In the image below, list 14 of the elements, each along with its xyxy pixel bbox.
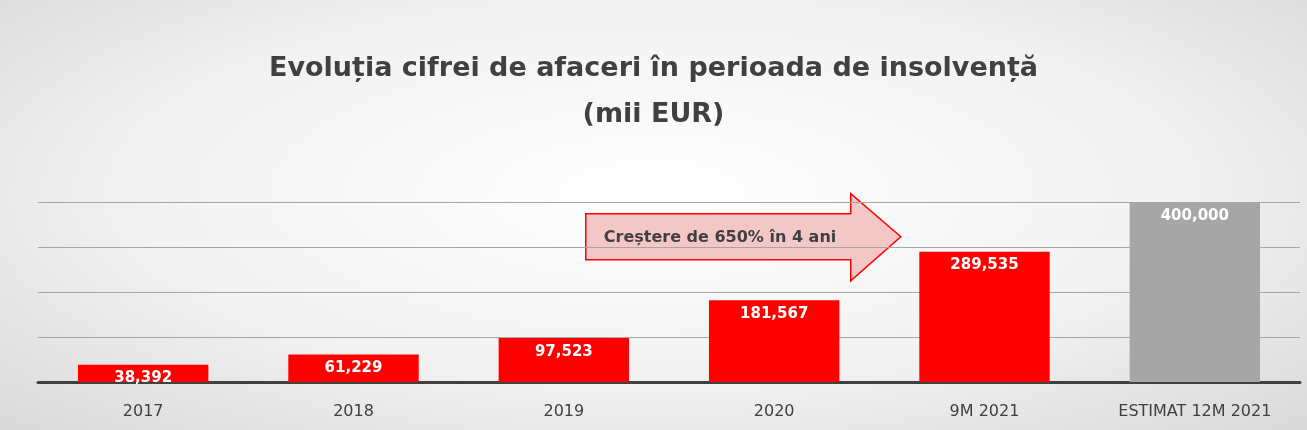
x-tick-label: 2019 bbox=[543, 400, 585, 420]
data-label: 38,392 bbox=[114, 368, 173, 387]
data-label: 61,229 bbox=[324, 357, 383, 376]
x-tick-label: 2018 bbox=[333, 400, 374, 420]
x-tick-label: 9M 2021 bbox=[949, 400, 1020, 420]
chart-title: Evoluția cifrei de afaceri în perioada de insolvență (mii EUR) bbox=[268, 50, 1039, 128]
annotation: Creștere de 650% în 4 ani bbox=[603, 227, 837, 247]
x-tick-label: 2020 bbox=[753, 400, 795, 420]
x-tick-label: 2017 bbox=[122, 400, 164, 420]
x-tick-label: ESTIMAT 12M 2021 bbox=[1118, 400, 1272, 420]
data-label: 181,567 bbox=[740, 303, 809, 322]
data-label: 400,000 bbox=[1160, 205, 1229, 224]
data-label: 97,523 bbox=[534, 341, 593, 360]
data-label: 289,535 bbox=[950, 255, 1019, 274]
